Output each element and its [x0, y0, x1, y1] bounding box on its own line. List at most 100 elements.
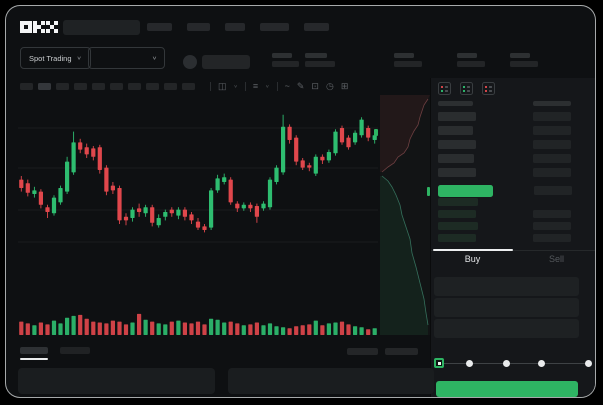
search-input[interactable] [63, 20, 140, 35]
bottom-panel[interactable] [18, 368, 215, 394]
market-stat [457, 53, 485, 67]
amount-slider-track[interactable] [439, 363, 589, 364]
slider-stop[interactable] [538, 360, 545, 367]
nav-item[interactable] [260, 23, 289, 31]
last-price-tick [374, 129, 378, 136]
book-view-bids-icon[interactable] [460, 82, 473, 95]
candlestick-chart[interactable] [18, 95, 378, 335]
last-price-bar[interactable] [438, 185, 493, 197]
last-price-side-bar [534, 186, 572, 195]
slider-stop[interactable] [503, 360, 510, 367]
indicators-icon[interactable]: ≡ [252, 81, 259, 91]
history-icon[interactable]: ◷ [325, 81, 334, 91]
stat-value [457, 61, 485, 67]
amount-column-header [533, 101, 571, 106]
ask-row[interactable] [438, 140, 571, 149]
bids-depth-line [381, 175, 429, 326]
bid-rows [431, 198, 595, 242]
nav-item[interactable] [304, 23, 329, 31]
app-window: Spot Trading ∨ ∨ ◫ ∨ ≡ ∨ ~ ✎ ⊡ ◷ ⊞ Buy Sell [5, 5, 596, 398]
book-view-asks-icon[interactable] [482, 82, 495, 95]
slider-stop[interactable] [466, 360, 473, 367]
chart-bottom-tab[interactable] [60, 347, 90, 354]
slider-handle[interactable] [434, 358, 444, 368]
price-column-header [438, 101, 473, 106]
depth-chart[interactable] [380, 95, 430, 335]
ask-amount [533, 140, 571, 149]
buy-submit-button[interactable] [436, 381, 578, 397]
ask-price [438, 140, 476, 149]
ask-row[interactable] [438, 154, 571, 163]
stat-value [305, 61, 335, 67]
bids-depth-area [380, 176, 428, 335]
snapshot-icon[interactable]: ⊡ [311, 81, 319, 91]
bid-price [438, 198, 478, 206]
bid-price [438, 210, 476, 218]
timeframe-button[interactable] [74, 82, 87, 90]
ask-price [438, 168, 476, 177]
market-type-dropdown[interactable]: Spot Trading ∨ [20, 47, 91, 69]
bottom-mini-bar[interactable] [347, 348, 378, 355]
ask-amount [533, 168, 571, 177]
toolbar-divider [276, 81, 278, 91]
nav-item[interactable] [225, 23, 245, 31]
order-form-field[interactable] [434, 298, 579, 317]
tab-buy[interactable]: Buy [464, 254, 481, 264]
toolbar-divider [244, 81, 246, 91]
nav-item[interactable] [147, 23, 172, 31]
timeframe-button[interactable] [56, 82, 69, 90]
bid-amount [533, 222, 571, 230]
book-view-combined-icon[interactable] [438, 82, 451, 95]
stat-label [305, 53, 327, 58]
candles [19, 114, 377, 233]
pair-name-placeholder [202, 55, 250, 69]
slider-stop[interactable] [585, 360, 592, 367]
timeframe-button[interactable] [110, 82, 123, 90]
ask-row[interactable] [438, 126, 571, 135]
pair-selector-dropdown[interactable]: ∨ [88, 47, 165, 69]
tab-sell[interactable]: Sell [548, 254, 564, 264]
bottom-mini-controls [347, 348, 418, 355]
timeframe-button[interactable] [164, 82, 177, 90]
stat-label [272, 53, 292, 58]
asks-depth-line [381, 98, 429, 173]
ask-amount [533, 112, 571, 121]
chevron-down-icon: ∨ [151, 55, 157, 61]
timeframe-button[interactable] [128, 82, 141, 90]
orderbook-trade-panel: Buy Sell [430, 78, 595, 397]
market-stat [272, 53, 299, 67]
market-type-label: Spot Trading [29, 53, 72, 63]
chevron-down-icon: ∨ [76, 55, 82, 61]
okx-logo [20, 21, 58, 33]
ask-row[interactable] [438, 112, 571, 121]
ask-row[interactable] [438, 168, 571, 177]
bid-row[interactable] [438, 222, 571, 230]
coin-avatar [183, 55, 197, 69]
fullscreen-icon[interactable]: ⊞ [340, 81, 349, 91]
line-tool-icon[interactable]: ~ [284, 81, 290, 91]
stat-label [394, 53, 414, 58]
asks-depth-area [380, 95, 430, 172]
stat-value [510, 61, 538, 67]
timeframe-buttons [20, 82, 195, 90]
bottom-panel[interactable] [228, 368, 434, 394]
timeframe-button[interactable] [146, 82, 159, 90]
timeframe-button[interactable] [92, 82, 105, 90]
timeframe-button[interactable] [20, 82, 33, 90]
chevron-down-icon[interactable]: ∨ [233, 84, 238, 89]
candle-style-icon[interactable]: ◫ [218, 81, 227, 91]
bottom-mini-bar[interactable] [385, 348, 418, 355]
chart-bottom-tab[interactable] [20, 347, 48, 354]
ask-rows [431, 112, 595, 177]
order-form-field[interactable] [434, 277, 579, 296]
bid-row[interactable] [438, 210, 571, 218]
order-form-field[interactable] [434, 319, 579, 338]
bid-row[interactable] [438, 198, 571, 206]
draw-tool-icon[interactable]: ✎ [296, 81, 305, 91]
chevron-down-icon[interactable]: ∨ [265, 84, 270, 89]
bid-row[interactable] [438, 234, 571, 242]
toolbar-divider [210, 81, 211, 91]
timeframe-button[interactable] [182, 82, 195, 90]
nav-item[interactable] [187, 23, 210, 31]
timeframe-button[interactable] [38, 82, 51, 90]
